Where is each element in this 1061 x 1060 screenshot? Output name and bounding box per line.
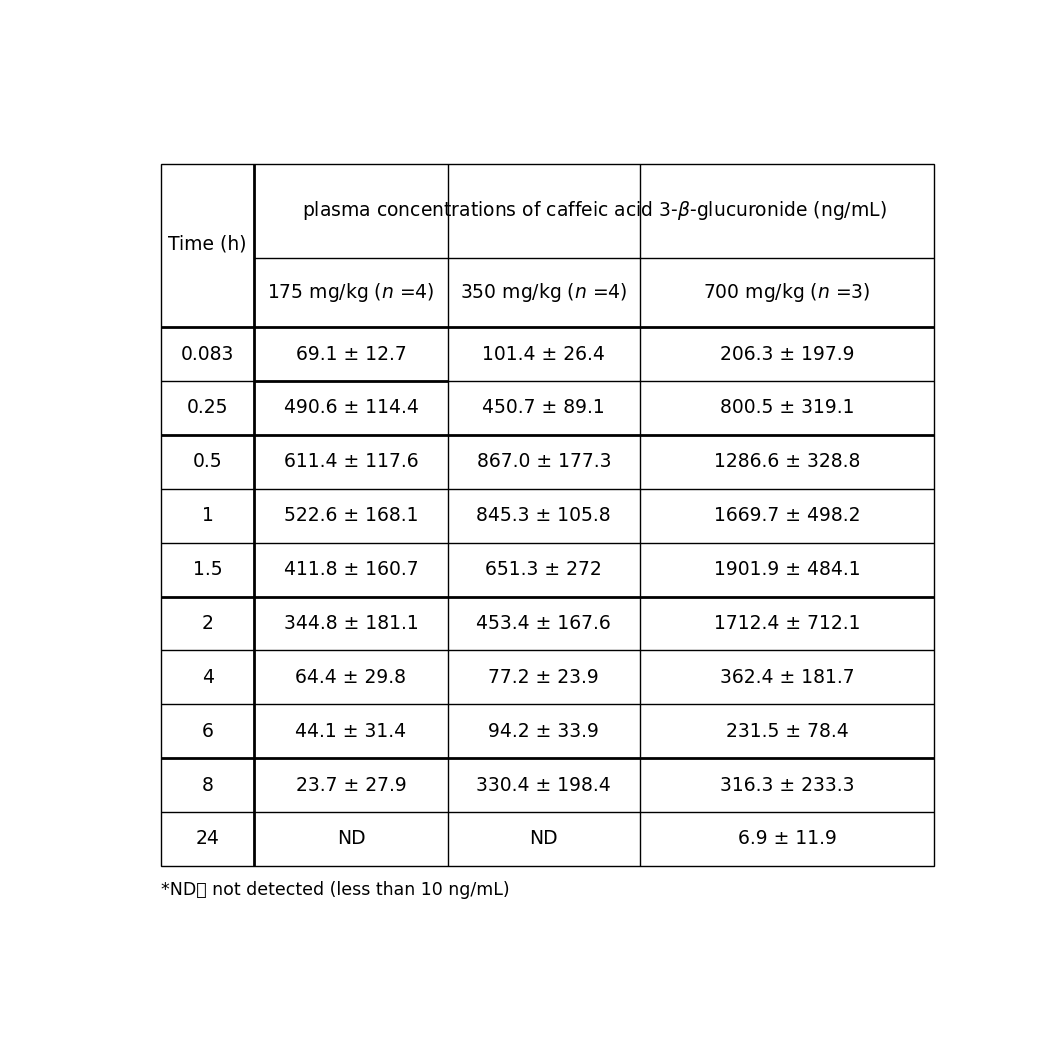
Text: 1.5: 1.5 [193,560,223,579]
Text: 6.9 ± 11.9: 6.9 ± 11.9 [737,829,836,848]
Text: 450.7 ± 89.1: 450.7 ± 89.1 [483,399,605,418]
Text: 0.5: 0.5 [193,453,223,472]
Text: 6: 6 [202,722,214,741]
Text: 330.4 ± 198.4: 330.4 ± 198.4 [476,776,611,795]
Text: plasma concentrations of caffeic acid 3-$\beta$-glucuronide (ng/mL): plasma concentrations of caffeic acid 3-… [302,199,887,223]
Text: 4: 4 [202,668,214,687]
Text: 0.083: 0.083 [181,344,234,364]
Text: 1: 1 [202,507,214,525]
Text: 700 mg/kg ($\mathit{n}$ =3): 700 mg/kg ($\mathit{n}$ =3) [703,281,871,304]
Text: 800.5 ± 319.1: 800.5 ± 319.1 [720,399,854,418]
Text: ND: ND [336,829,365,848]
Text: 522.6 ± 168.1: 522.6 ± 168.1 [283,507,418,525]
Text: 350 mg/kg ($\mathit{n}$ =4): 350 mg/kg ($\mathit{n}$ =4) [460,281,627,304]
Text: 411.8 ± 160.7: 411.8 ± 160.7 [283,560,418,579]
Text: 69.1 ± 12.7: 69.1 ± 12.7 [296,344,406,364]
Text: 1712.4 ± 712.1: 1712.4 ± 712.1 [714,614,860,633]
Text: 23.7 ± 27.9: 23.7 ± 27.9 [296,776,406,795]
Text: 24: 24 [196,829,220,848]
Text: 94.2 ± 33.9: 94.2 ± 33.9 [488,722,599,741]
Text: 651.3 ± 272: 651.3 ± 272 [485,560,603,579]
Text: 453.4 ± 167.6: 453.4 ± 167.6 [476,614,611,633]
Text: 1901.9 ± 484.1: 1901.9 ± 484.1 [714,560,860,579]
Text: 8: 8 [202,776,214,795]
Text: 611.4 ± 117.6: 611.4 ± 117.6 [283,453,418,472]
Text: 344.8 ± 181.1: 344.8 ± 181.1 [283,614,418,633]
Text: 867.0 ± 177.3: 867.0 ± 177.3 [476,453,611,472]
Text: 1669.7 ± 498.2: 1669.7 ± 498.2 [714,507,860,525]
Text: 231.5 ± 78.4: 231.5 ± 78.4 [726,722,849,741]
Text: 1286.6 ± 328.8: 1286.6 ± 328.8 [714,453,860,472]
Text: Time (h): Time (h) [168,234,246,253]
Text: *ND： not detected (less than 10 ng/mL): *ND： not detected (less than 10 ng/mL) [161,881,510,899]
Text: 206.3 ± 197.9: 206.3 ± 197.9 [720,344,854,364]
Text: 362.4 ± 181.7: 362.4 ± 181.7 [719,668,854,687]
Text: 64.4 ± 29.8: 64.4 ± 29.8 [295,668,406,687]
Text: 101.4 ± 26.4: 101.4 ± 26.4 [483,344,605,364]
Text: 0.25: 0.25 [187,399,228,418]
Text: 77.2 ± 23.9: 77.2 ± 23.9 [488,668,599,687]
Text: 2: 2 [202,614,214,633]
Text: 845.3 ± 105.8: 845.3 ± 105.8 [476,507,611,525]
Text: 175 mg/kg ($\mathit{n}$ =4): 175 mg/kg ($\mathit{n}$ =4) [267,281,435,304]
Bar [161,164,935,866]
Text: 490.6 ± 114.4: 490.6 ± 114.4 [283,399,418,418]
Text: ND: ND [529,829,558,848]
Text: 44.1 ± 31.4: 44.1 ± 31.4 [295,722,406,741]
Text: 316.3 ± 233.3: 316.3 ± 233.3 [720,776,854,795]
